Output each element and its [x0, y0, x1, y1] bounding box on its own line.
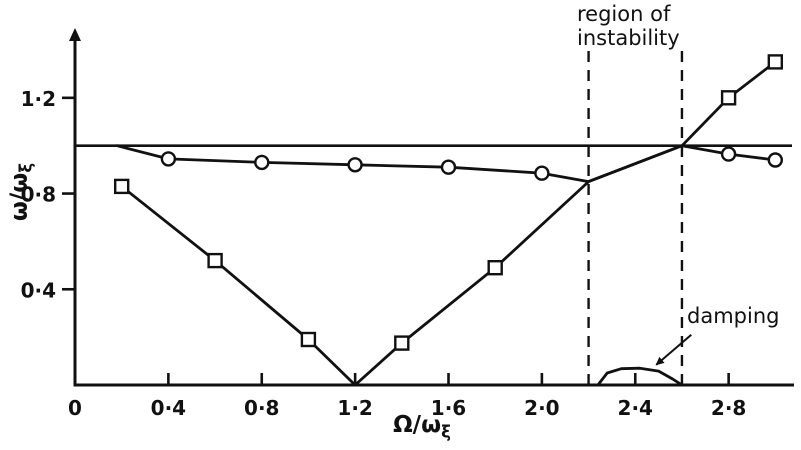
instability-region-label: region of instability [577, 2, 680, 50]
y-axis-arrowhead-icon [69, 28, 81, 41]
x-axis-title-main: Ω/ω [393, 412, 442, 438]
x-tick-label: 0 [68, 396, 82, 420]
damping-arrow [655, 333, 692, 366]
instability-region-label-line2: instability [577, 26, 680, 50]
instability-region-label-line1: region of [577, 2, 671, 26]
marker-circle [160, 151, 177, 167]
marker-square [487, 260, 503, 276]
series-circle-branch [115, 144, 777, 184]
marker-circle [254, 154, 270, 171]
y-axis-title: ω/ωξ [6, 163, 35, 221]
marker-square [720, 90, 737, 106]
y-axis-title-subscript: ξ [16, 162, 36, 173]
x-tick-label: 2·4 [618, 396, 653, 420]
x-tick-label: 1·2 [337, 396, 372, 420]
y-axis-title-main: ω/ω [6, 172, 33, 222]
marker-square [394, 335, 410, 351]
marker-circle [767, 152, 783, 168]
damping-label: damping [687, 304, 780, 328]
marker-square [113, 178, 130, 195]
marker-circle [440, 159, 457, 175]
x-tick-label: 0·8 [244, 396, 279, 420]
series-square-branch [120, 60, 777, 387]
y-tick-label: 0·8 [21, 183, 56, 207]
marker-circle [720, 146, 737, 162]
x-tick-label: 1·6 [431, 396, 466, 420]
x-axis-title-subscript: ξ [441, 422, 451, 442]
series-damping-curve [596, 366, 684, 387]
x-tick-label: 0·4 [151, 396, 186, 420]
marker-square [300, 331, 317, 348]
marker-circle [534, 165, 550, 181]
y-tick-label: 1·2 [21, 87, 56, 111]
marker-square [207, 252, 223, 269]
x-axis-title: Ω/ωξ [393, 412, 451, 441]
marker-square [767, 54, 783, 70]
y-tick-label: 0·4 [21, 278, 56, 302]
x-tick-label: 2·0 [524, 396, 559, 420]
x-tick-label: 2·8 [711, 396, 746, 420]
marker-circle [347, 157, 363, 173]
